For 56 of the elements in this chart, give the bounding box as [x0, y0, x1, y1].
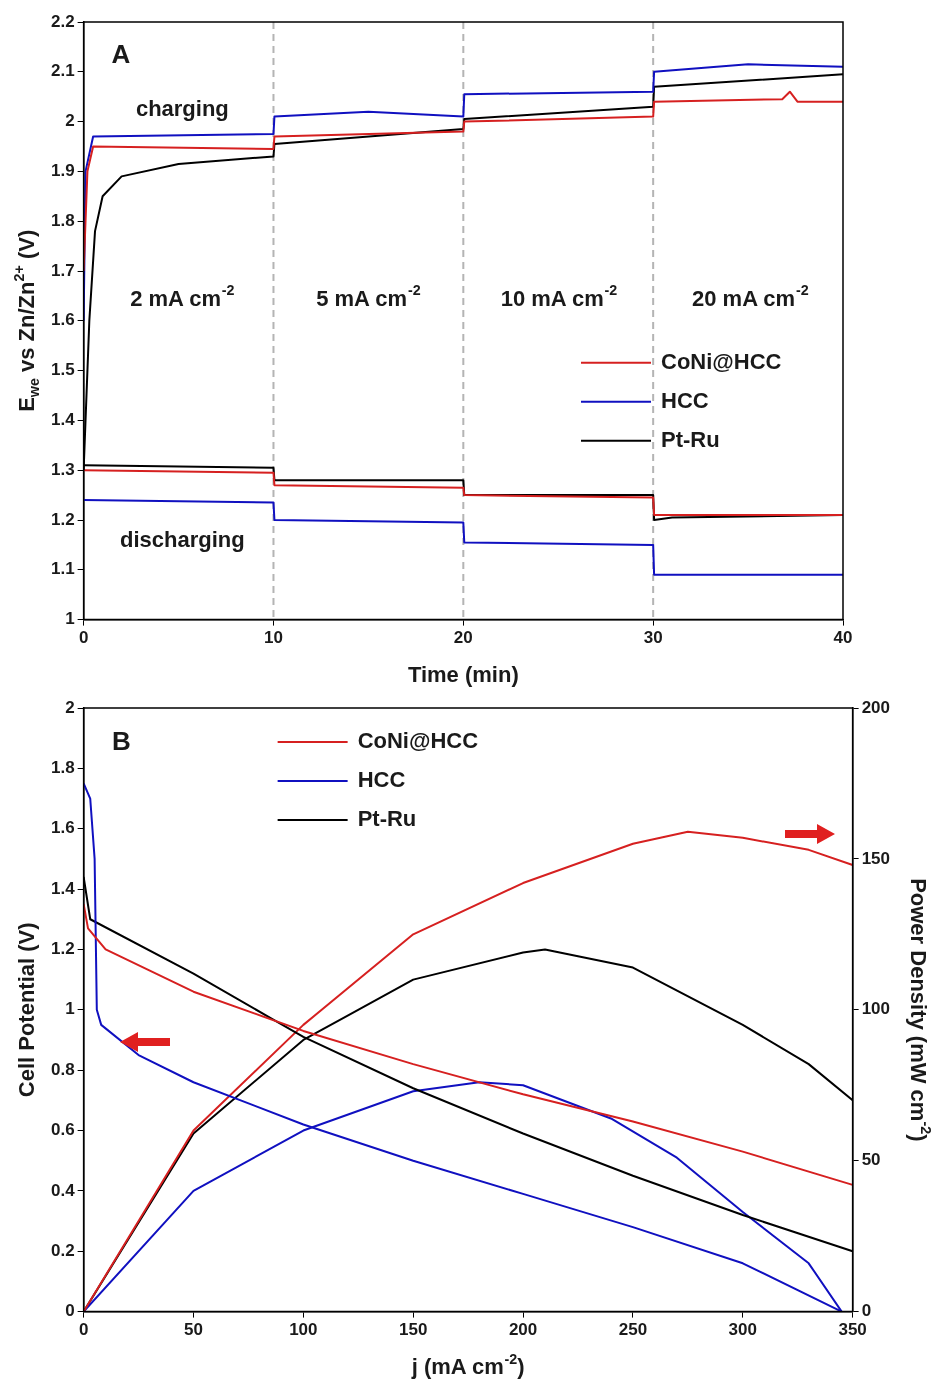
y-tick-label: 2: [65, 111, 75, 131]
y-tick-label: 1.4: [50, 878, 76, 898]
y-tick-label: 0.8: [50, 1059, 75, 1079]
y-tick-label: 1: [65, 999, 75, 1019]
legend-label: Pt-Ru: [661, 426, 720, 452]
legend-label: HCC: [661, 387, 709, 413]
y-tick-label: 2.1: [50, 61, 75, 81]
y-tick-label: 1.6: [50, 310, 75, 330]
x-tick-label: 100: [289, 1320, 318, 1340]
x-tick-label: 40: [833, 628, 853, 648]
x-tick-label: 150: [399, 1320, 428, 1340]
y-tick-label: 1.2: [50, 509, 75, 529]
legend-label: HCC: [357, 767, 406, 793]
y2-tick-label: 150: [861, 848, 891, 868]
y-tick-label: 2.2: [50, 11, 75, 31]
annotation: A: [111, 39, 131, 70]
x-tick-label: 10: [264, 628, 283, 648]
y-axis-title: Cell Potential (V): [14, 922, 40, 1098]
x-tick-label: 0: [78, 1320, 89, 1340]
x-axis-title: Time (min): [407, 662, 519, 688]
y-tick-label: 1.8: [50, 758, 75, 778]
y2-tick-label: 100: [861, 999, 891, 1019]
y-tick-label: 1.2: [50, 939, 75, 959]
annotation: charging: [135, 95, 229, 121]
y2-tick-label: 200: [861, 697, 891, 717]
y-tick-label: 1: [65, 609, 75, 629]
x-tick-label: 0: [78, 628, 89, 648]
x-tick-label: 250: [618, 1320, 648, 1340]
y-tick-label: 1.5: [50, 360, 75, 380]
y2-tick-label: 50: [861, 1150, 881, 1170]
y-tick-label: 1.9: [50, 161, 75, 181]
y-tick-label: 2: [65, 697, 75, 717]
y-tick-label: 1.4: [50, 410, 76, 430]
x-tick-label: 20: [453, 628, 473, 648]
y-axis-title: Ewe vs Zn/Zn2+ (V): [10, 229, 42, 412]
y-tick-label: 1.8: [50, 210, 75, 230]
y-tick-label: 0.4: [50, 1180, 76, 1200]
y-tick-label: 1.6: [50, 818, 75, 838]
legend-label: Pt-Ru: [357, 806, 417, 832]
legend-label: CoNi@HCC: [357, 728, 479, 754]
y-tick-label: 1.7: [50, 260, 75, 280]
x-tick-label: 200: [508, 1320, 538, 1340]
annotation: B: [111, 726, 131, 757]
y-tick-label: 0.2: [50, 1240, 75, 1260]
y-tick-label: 1.3: [50, 459, 75, 479]
x-tick-label: 30: [643, 628, 663, 648]
y2-tick-label: 0: [861, 1301, 872, 1321]
y2-axis-title: Power Density (mW cm-2): [905, 878, 935, 1142]
annotation: discharging: [120, 526, 245, 552]
x-tick-label: 50: [184, 1320, 203, 1340]
x-tick-label: 350: [838, 1320, 867, 1340]
y-tick-label: 1.1: [50, 559, 75, 579]
x-tick-label: 300: [728, 1320, 757, 1340]
y-tick-label: 0: [65, 1301, 75, 1321]
y-tick-label: 0.6: [50, 1120, 75, 1140]
legend-label: CoNi@HCC: [661, 348, 782, 374]
